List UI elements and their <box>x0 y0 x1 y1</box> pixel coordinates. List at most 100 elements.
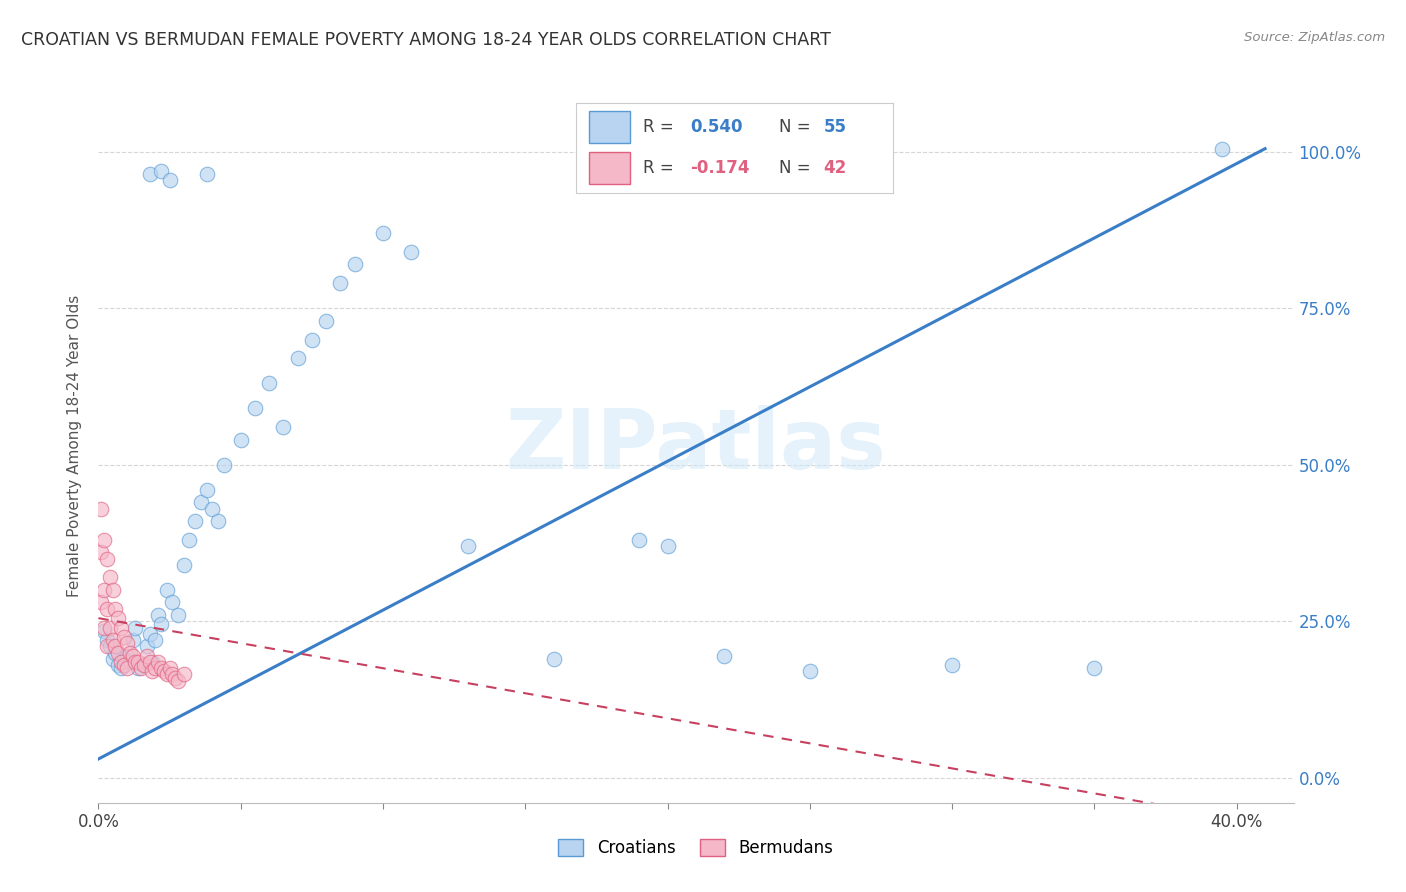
Point <box>141 665 163 679</box>
Point <box>167 673 190 688</box>
Point <box>190 495 212 509</box>
Point <box>112 630 135 644</box>
Point <box>127 655 149 669</box>
Point <box>273 420 295 434</box>
Point <box>132 658 155 673</box>
Point <box>941 658 963 673</box>
Point <box>173 558 195 572</box>
Point <box>90 501 112 516</box>
Point <box>628 533 651 547</box>
Point <box>229 433 252 447</box>
Point <box>1083 661 1105 675</box>
Point <box>118 646 141 660</box>
Point <box>201 501 224 516</box>
Point <box>150 661 173 675</box>
Point <box>93 582 115 597</box>
Text: ZIPatlas: ZIPatlas <box>506 406 886 486</box>
Point <box>98 621 121 635</box>
Legend: Croatians, Bermudans: Croatians, Bermudans <box>550 831 842 866</box>
Point <box>135 640 157 654</box>
Point <box>98 570 121 584</box>
Point <box>343 257 366 271</box>
Point <box>195 483 218 497</box>
Point <box>110 661 132 675</box>
Point <box>159 661 181 675</box>
Point <box>138 627 160 641</box>
Point <box>112 658 135 673</box>
Point <box>101 582 124 597</box>
Point <box>115 661 138 675</box>
Point <box>93 533 115 547</box>
Point <box>93 621 115 635</box>
Point <box>799 665 821 679</box>
Point <box>165 671 187 685</box>
Point <box>371 226 394 240</box>
Point <box>156 667 179 681</box>
Point <box>195 167 218 181</box>
Point <box>96 633 118 648</box>
Point <box>657 539 679 553</box>
Point <box>143 661 166 675</box>
Point <box>243 401 266 416</box>
Point <box>121 648 143 663</box>
Point <box>96 551 118 566</box>
Point <box>104 646 127 660</box>
Point <box>138 167 160 181</box>
Point <box>153 665 176 679</box>
Text: CROATIAN VS BERMUDAN FEMALE POVERTY AMONG 18-24 YEAR OLDS CORRELATION CHART: CROATIAN VS BERMUDAN FEMALE POVERTY AMON… <box>21 31 831 49</box>
Point <box>124 655 146 669</box>
Point <box>90 595 112 609</box>
Point <box>162 595 184 609</box>
Point <box>101 633 124 648</box>
Point <box>148 607 170 622</box>
Point <box>135 648 157 663</box>
Point <box>156 582 179 597</box>
Point <box>150 163 173 178</box>
Point <box>301 333 323 347</box>
Point <box>212 458 235 472</box>
Point <box>96 640 118 654</box>
Point <box>98 640 121 654</box>
Point <box>112 652 135 666</box>
Point <box>110 655 132 669</box>
Point <box>179 533 201 547</box>
Point <box>93 624 115 638</box>
Point <box>110 621 132 635</box>
Point <box>315 314 337 328</box>
Point <box>173 667 195 681</box>
Point <box>104 601 127 615</box>
Point <box>115 648 138 663</box>
Point <box>159 173 181 187</box>
Point <box>115 636 138 650</box>
Point <box>124 621 146 635</box>
Point <box>401 244 423 259</box>
Point <box>162 667 184 681</box>
Point <box>713 648 735 663</box>
Point <box>167 607 190 622</box>
Point <box>90 545 112 559</box>
Point <box>257 376 280 391</box>
Point <box>104 640 127 654</box>
Point <box>150 617 173 632</box>
Point <box>287 351 309 366</box>
Text: Source: ZipAtlas.com: Source: ZipAtlas.com <box>1244 31 1385 45</box>
Point <box>107 611 129 625</box>
Point <box>207 514 229 528</box>
Point <box>148 655 170 669</box>
Point <box>101 652 124 666</box>
Y-axis label: Female Poverty Among 18-24 Year Olds: Female Poverty Among 18-24 Year Olds <box>67 295 83 597</box>
Point <box>107 646 129 660</box>
Point <box>329 277 352 291</box>
Point <box>121 633 143 648</box>
Point <box>457 539 479 553</box>
Point <box>107 658 129 673</box>
Point <box>127 661 149 675</box>
Point <box>132 658 155 673</box>
Point <box>141 655 163 669</box>
Point <box>143 633 166 648</box>
Point <box>543 652 565 666</box>
Point <box>184 514 207 528</box>
Point <box>138 655 160 669</box>
Point <box>96 601 118 615</box>
Point <box>118 655 141 669</box>
